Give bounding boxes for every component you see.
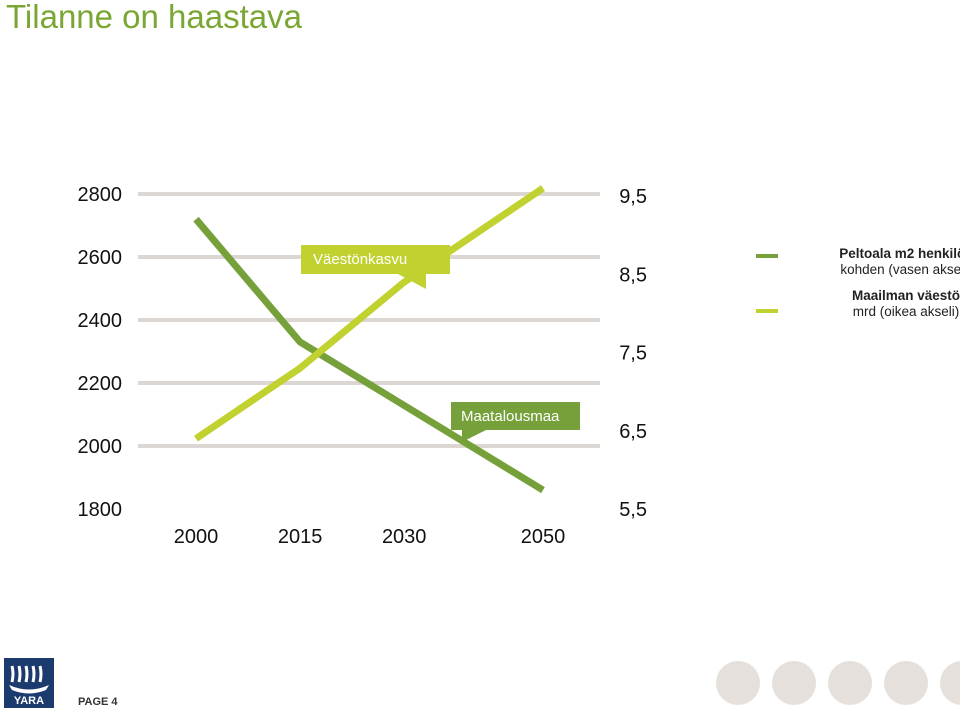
right-tick-label: 8,5 — [619, 264, 647, 286]
decor-dot — [940, 661, 960, 705]
callout-pointer — [398, 274, 426, 289]
right-tick-label: 6,5 — [619, 421, 647, 443]
page-title: Tilanne on haastava — [6, 0, 302, 35]
series-line-1 — [194, 185, 545, 442]
x-tick-label: 2050 — [521, 526, 566, 548]
legend-label-farmland: Peltoala m2 henkilöä kohden (vasen akseli… — [839, 246, 960, 277]
callout-box — [451, 402, 580, 430]
left-tick-label: 2400 — [78, 310, 123, 332]
callout-label: Väestönkasvu — [313, 251, 407, 268]
x-axis: 2000 2015 2030 2050 — [174, 526, 566, 548]
right-tick-label: 5,5 — [619, 499, 647, 521]
right-tick-label: 9,5 — [619, 186, 647, 208]
callout-pointer — [462, 430, 486, 442]
callout-box — [301, 245, 450, 274]
decor-dot — [772, 661, 816, 705]
left-tick-label: 2200 — [78, 373, 123, 395]
x-tick-label: 2030 — [382, 526, 427, 548]
page-number: PAGE 4 — [78, 696, 118, 708]
left-tick-label: 2000 — [78, 436, 123, 458]
decor-dot — [884, 661, 928, 705]
decor-dot — [716, 661, 760, 705]
left-axis: 2800 2600 2400 2200 2000 1800 — [78, 184, 123, 521]
left-tick-label: 2800 — [78, 184, 123, 206]
x-tick-label: 2015 — [278, 526, 323, 548]
svg-text:YARA: YARA — [14, 695, 44, 707]
left-tick-label: 2600 — [78, 247, 123, 269]
callouts: Väestönkasvu Maatalousmaa — [301, 245, 580, 442]
left-tick-label: 1800 — [78, 499, 123, 521]
legend-label-population: Maailman väestö mrd (oikea akseli) — [851, 288, 960, 319]
legend-swatch-farmland — [756, 254, 778, 258]
right-tick-label: 7,5 — [619, 343, 647, 365]
callout-0: Väestönkasvu — [301, 245, 450, 289]
decor-dot — [828, 661, 872, 705]
callout-1: Maatalousmaa — [451, 402, 580, 442]
right-axis: 9,5 8,5 7,5 6,5 5,5 — [619, 186, 647, 521]
x-tick-label: 2000 — [174, 526, 219, 548]
chart: 2800 2600 2400 2200 2000 1800 9,5 8,5 7,5 6,5 5,5… — [78, 184, 648, 548]
yara-logo: YARA — [4, 658, 54, 708]
callout-label: Maatalousmaa — [461, 408, 560, 425]
legend-swatch-population — [756, 309, 778, 313]
